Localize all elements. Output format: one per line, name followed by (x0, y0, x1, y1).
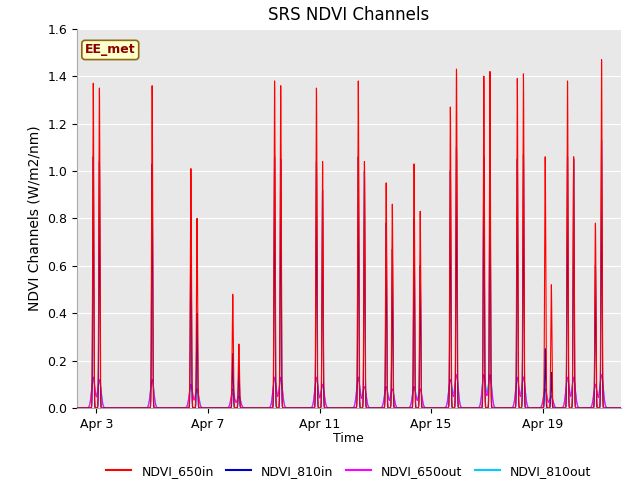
Text: EE_met: EE_met (85, 44, 136, 57)
Title: SRS NDVI Channels: SRS NDVI Channels (268, 6, 429, 24)
X-axis label: Time: Time (333, 432, 364, 445)
Y-axis label: NDVI Channels (W/m2/nm): NDVI Channels (W/m2/nm) (28, 126, 42, 311)
Legend: NDVI_650in, NDVI_810in, NDVI_650out, NDVI_810out: NDVI_650in, NDVI_810in, NDVI_650out, NDV… (101, 460, 596, 480)
